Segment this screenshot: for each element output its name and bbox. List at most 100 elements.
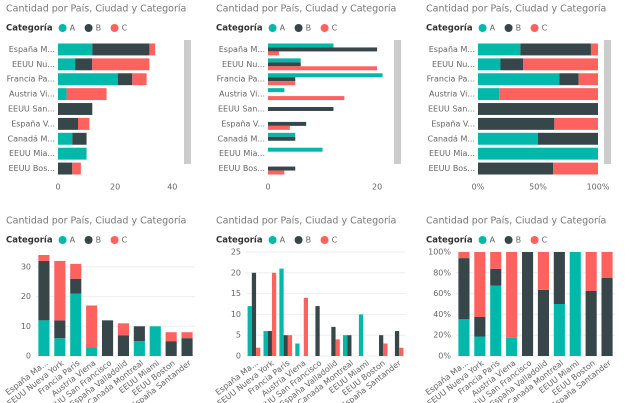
legend-label: B — [96, 24, 102, 33]
legend-marker — [294, 236, 303, 244]
bar — [58, 132, 73, 145]
bar — [271, 272, 277, 356]
bar — [490, 268, 502, 286]
bar — [601, 278, 613, 356]
y-tick-label: 15 — [231, 289, 241, 298]
bar — [478, 103, 598, 115]
bar — [523, 58, 598, 71]
bar — [553, 252, 565, 304]
bar — [70, 263, 82, 279]
bar — [474, 317, 486, 337]
legend-marker — [530, 236, 539, 244]
bar — [72, 132, 87, 145]
bar — [303, 297, 309, 356]
bar — [118, 73, 133, 86]
legend-label: C — [542, 24, 548, 33]
bar — [267, 331, 272, 356]
bar — [569, 252, 581, 356]
bar — [590, 43, 598, 56]
chart-title: Cantidad por País, Ciudad y Categoría — [6, 216, 186, 227]
bar — [379, 335, 384, 356]
legend-marker — [504, 236, 513, 244]
bar — [263, 331, 268, 356]
bar — [133, 326, 145, 342]
bar — [478, 132, 538, 145]
bar — [54, 320, 66, 339]
bar — [279, 268, 284, 356]
legend-marker — [58, 24, 67, 32]
bar — [458, 258, 470, 320]
legend-label: A — [280, 236, 286, 245]
bar — [268, 62, 301, 67]
bar — [478, 147, 598, 160]
bar — [585, 252, 597, 291]
legend-marker — [268, 236, 277, 244]
y-tick-label: EEUU San... — [428, 105, 475, 114]
bar — [58, 103, 93, 115]
bar — [554, 117, 598, 130]
bar — [268, 136, 296, 141]
bar — [268, 166, 296, 171]
legend-label: A — [490, 236, 496, 245]
bar — [268, 96, 345, 101]
legend-title: Categoría — [6, 24, 53, 34]
y-tick-label: 30 — [21, 262, 31, 271]
chart: Cantidad por País, Ciudad y Categoría Cat… — [424, 216, 615, 403]
bar — [295, 343, 300, 356]
y-tick-label: Canadá M... — [427, 134, 475, 143]
bar — [58, 162, 73, 175]
bar — [117, 323, 130, 336]
y-tick-label: España M... — [219, 45, 265, 54]
x-tick-label: 20 — [372, 183, 382, 192]
legend-marker — [504, 24, 513, 32]
x-tick-label: 0 — [265, 183, 270, 192]
y-tick-label: Francia Pa... — [7, 75, 55, 84]
y-tick-label: Austria Vi... — [219, 90, 265, 99]
bar — [75, 58, 93, 71]
bar — [478, 43, 521, 56]
y-tick-label: EEUU Mia... — [219, 149, 265, 158]
bar — [499, 88, 598, 101]
scrollbar — [184, 40, 191, 164]
chart: Cantidad por País, Ciudad y Categoría Cat… — [4, 216, 195, 403]
y-tick-label: 25 — [231, 248, 241, 257]
bar — [78, 117, 90, 130]
chart-title: Cantidad por País, Ciudad y Categoría — [216, 4, 396, 15]
legend-label: C — [542, 236, 548, 245]
bar — [520, 43, 591, 56]
bar — [559, 73, 579, 86]
y-tick-label: EEUU Mia... — [9, 149, 55, 158]
bar — [149, 326, 161, 356]
bar — [268, 121, 307, 126]
y-tick-label: 5 — [236, 331, 241, 340]
chart-title: Cantidad por País, Ciudad y Categoría — [6, 4, 186, 15]
bar — [268, 147, 323, 152]
y-tick-label: 20 — [21, 292, 31, 301]
bar — [521, 252, 534, 356]
bar — [490, 252, 502, 269]
y-tick-label: EEUU Nu... — [222, 60, 265, 69]
y-tick-label: EEUU Nu... — [432, 60, 475, 69]
y-tick-label: 10 — [231, 310, 241, 319]
bar — [478, 58, 501, 71]
legend-label: C — [122, 236, 128, 245]
bar — [92, 58, 150, 71]
legend-label: B — [516, 236, 522, 245]
legend-label: B — [306, 24, 312, 33]
y-tick-label: España V... — [221, 119, 265, 128]
legend-marker — [84, 236, 93, 244]
bar — [92, 43, 150, 56]
x-tick-label: 20 — [110, 183, 120, 192]
legend-label: C — [122, 24, 128, 33]
y-tick-label: 0% — [438, 352, 451, 361]
y-tick-label: Francia Pa... — [217, 75, 265, 84]
bar — [478, 88, 500, 101]
y-tick-label: 100% — [428, 248, 451, 257]
y-tick-label: 80% — [433, 268, 451, 277]
bar — [347, 335, 352, 356]
bar — [58, 147, 87, 160]
bar — [474, 252, 486, 317]
legend-marker — [110, 24, 119, 32]
legend-marker — [268, 24, 277, 32]
